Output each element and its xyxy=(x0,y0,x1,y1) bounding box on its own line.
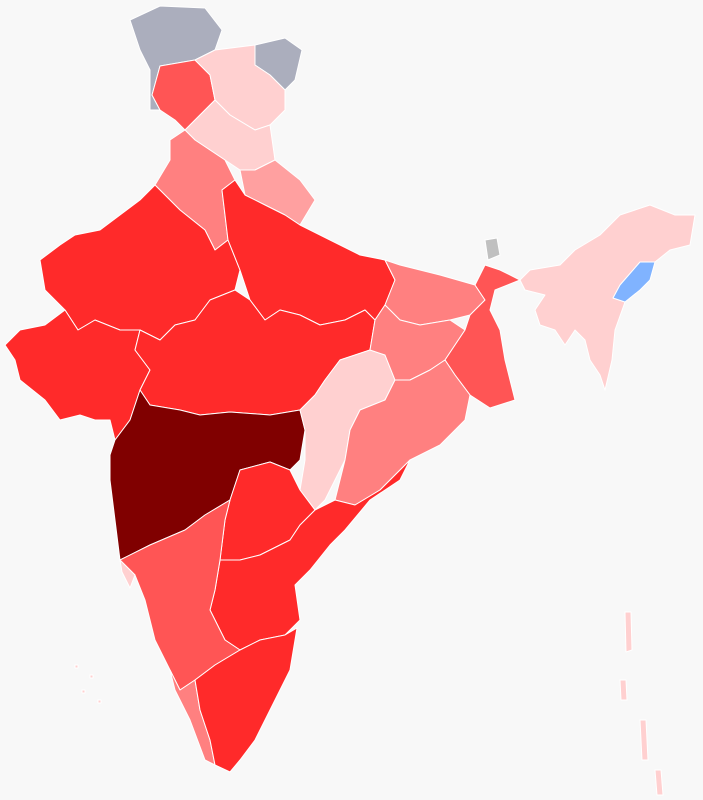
region xyxy=(119,559,136,589)
region xyxy=(74,664,102,704)
region xyxy=(384,259,486,326)
region xyxy=(194,627,298,773)
region xyxy=(119,499,241,691)
region xyxy=(612,261,656,303)
region xyxy=(484,237,501,261)
region xyxy=(444,264,521,409)
region xyxy=(619,611,664,796)
region xyxy=(4,309,151,441)
